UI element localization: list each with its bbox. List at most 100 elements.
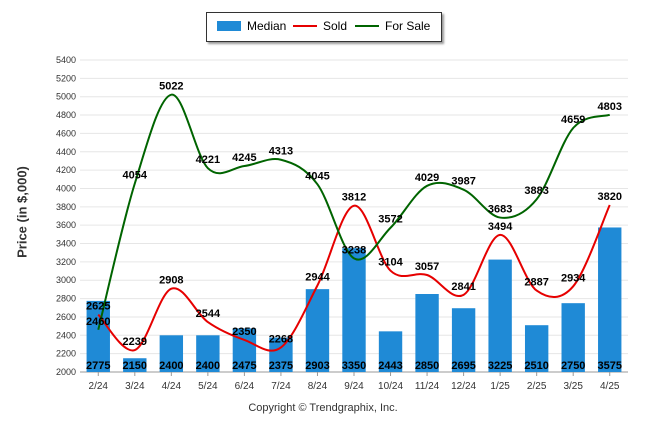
- median-bar: [378, 331, 403, 372]
- x-tick-label: 4/24: [162, 381, 182, 392]
- median-data-label: 3350: [342, 360, 366, 372]
- median-data-label: 2510: [524, 360, 548, 372]
- median-bar: [269, 337, 293, 372]
- grid-lines: [80, 59, 628, 373]
- sold-data-label: 3104: [378, 257, 403, 269]
- median-bar: [524, 325, 549, 372]
- x-tick-label: 12/24: [451, 381, 476, 392]
- forsale-data-label: 3572: [378, 214, 402, 226]
- median-bar: [451, 308, 476, 372]
- x-tick-label: 8/24: [308, 381, 328, 392]
- sold-data-label: 3820: [597, 191, 621, 203]
- y-tick-label: 2200: [56, 349, 76, 359]
- median-bar: [159, 335, 184, 372]
- forsale-data-label: 4245: [232, 152, 256, 164]
- median-bar: [86, 300, 110, 372]
- sold-data-label: 2908: [159, 275, 183, 287]
- sold-data-label: 3494: [488, 221, 513, 233]
- x-tick-label: 5/24: [198, 381, 218, 392]
- median-data-label: 2150: [123, 360, 147, 372]
- legend-item-forsale: For Sale: [355, 19, 430, 33]
- median-bar: [561, 303, 585, 372]
- median-bar: [415, 294, 439, 372]
- x-tick-label: 6/24: [235, 381, 255, 392]
- sold-data-label: 2841: [451, 281, 475, 293]
- y-tick-label: 2800: [56, 294, 76, 304]
- legend-item-median: Median: [217, 19, 286, 33]
- median-data-label: 3575: [597, 360, 621, 372]
- x-tick-labels: 2/24 3/24 4/24 5/24 6/24 7/24 8/24 9/24 10/24 11/…: [89, 372, 620, 392]
- forsale-data-label: 3987: [451, 176, 475, 188]
- x-tick-label: 10/24: [378, 381, 403, 392]
- y-axis-label: Price (in $,000): [14, 166, 30, 258]
- sold-data-label: 2944: [305, 271, 330, 283]
- x-tick-label: 1/25: [490, 381, 510, 392]
- forsale-data-label: 4045: [305, 170, 329, 182]
- sold-data-label: 3812: [342, 192, 366, 204]
- forsale-data-label: 4029: [415, 172, 439, 184]
- sold-data-label: 2350: [232, 326, 256, 338]
- median-data-label: 2400: [159, 360, 183, 372]
- forsale-data-label: 3683: [488, 204, 512, 216]
- y-tick-label: 3000: [56, 275, 76, 285]
- sold-data-label: 2934: [561, 272, 586, 284]
- legend-label-forsale: For Sale: [385, 19, 431, 33]
- median-bar: [123, 358, 147, 372]
- median-data-label: 2850: [415, 360, 439, 372]
- copyright-text: Copyright © Trendgraphix, Inc.: [248, 402, 398, 414]
- forsale-line: [97, 93, 611, 331]
- forsale-data-label: 4659: [561, 114, 585, 126]
- forsale-data-label: 4221: [196, 154, 220, 166]
- forsale-data-label: 4313: [269, 146, 293, 158]
- legend-label-sold: Sold: [323, 19, 348, 33]
- forsale-data-label: 4054: [123, 170, 148, 182]
- sold-data-label: 2887: [524, 277, 548, 289]
- legend-item-sold: Sold: [293, 19, 347, 33]
- x-tick-label: 2/24: [89, 381, 109, 392]
- series-lines: [97, 93, 611, 352]
- sold-line: [97, 204, 611, 352]
- y-tick-label: 2000: [56, 367, 76, 377]
- legend-swatch-median: [217, 21, 241, 31]
- forsale-data-label: 2460: [86, 316, 110, 328]
- median-bar: [598, 227, 622, 372]
- median-data-label: 2375: [269, 360, 293, 372]
- data-labels: 2775 2150 2400 2400 2475 2375 2903 3350 2443 2850…: [86, 81, 622, 372]
- y-tick-label: 5400: [56, 55, 76, 65]
- median-bar: [232, 328, 257, 372]
- x-tick-label: 4/25: [600, 381, 620, 392]
- x-tick-label: 3/25: [563, 381, 583, 392]
- median-data-label: 2903: [305, 360, 329, 372]
- median-bar: [196, 335, 220, 372]
- x-tick-label: 9/24: [344, 381, 364, 392]
- y-tick-labels: 2000 2200 2400 2600 2800 3000 3200 3400 3600 3800…: [56, 55, 76, 377]
- legend-swatch-forsale: [355, 25, 379, 27]
- x-tick-label: 11/24: [415, 381, 440, 392]
- y-tick-label: 5200: [56, 73, 76, 83]
- forsale-data-label: 5022: [159, 81, 183, 93]
- median-bar: [342, 248, 366, 372]
- median-bars: [86, 227, 622, 372]
- forsale-data-label: 4803: [597, 101, 621, 113]
- y-tick-label: 4400: [56, 147, 76, 157]
- y-tick-label: 4200: [56, 165, 76, 175]
- y-tick-label: 4000: [56, 183, 76, 193]
- forsale-data-label: 3238: [342, 244, 366, 256]
- y-tick-label: 5000: [56, 92, 76, 102]
- legend: Median Sold For Sale: [206, 12, 442, 42]
- median-data-label: 2475: [232, 360, 256, 372]
- legend-label-median: Median: [247, 19, 287, 33]
- sold-data-label: 2544: [196, 308, 221, 320]
- median-data-label: 3225: [488, 360, 512, 372]
- forsale-data-label: 3883: [524, 185, 548, 197]
- sold-data-label: 2268: [269, 333, 293, 345]
- x-tick-label: 3/24: [125, 381, 145, 392]
- y-tick-label: 4600: [56, 128, 76, 138]
- sold-data-label: 2625: [86, 301, 110, 313]
- x-tick-label: 2/25: [527, 381, 547, 392]
- y-tick-label: 2600: [56, 312, 76, 322]
- median-bar: [488, 259, 512, 372]
- y-tick-label: 3600: [56, 220, 76, 230]
- legend-swatch-sold: [293, 25, 317, 27]
